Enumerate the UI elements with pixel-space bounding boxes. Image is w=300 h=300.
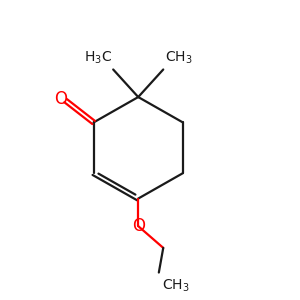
Text: CH$_3$: CH$_3$ xyxy=(165,50,192,66)
Text: H$_3$C: H$_3$C xyxy=(84,50,112,66)
Text: CH$_3$: CH$_3$ xyxy=(162,278,189,294)
Text: O: O xyxy=(132,217,145,235)
Text: O: O xyxy=(54,90,67,108)
